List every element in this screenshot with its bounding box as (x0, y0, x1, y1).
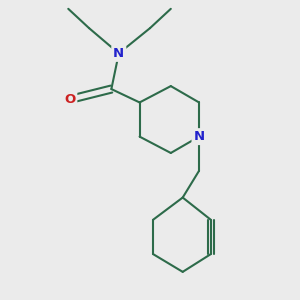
Text: N: N (194, 130, 205, 143)
Text: O: O (64, 93, 75, 106)
Text: N: N (113, 47, 124, 60)
